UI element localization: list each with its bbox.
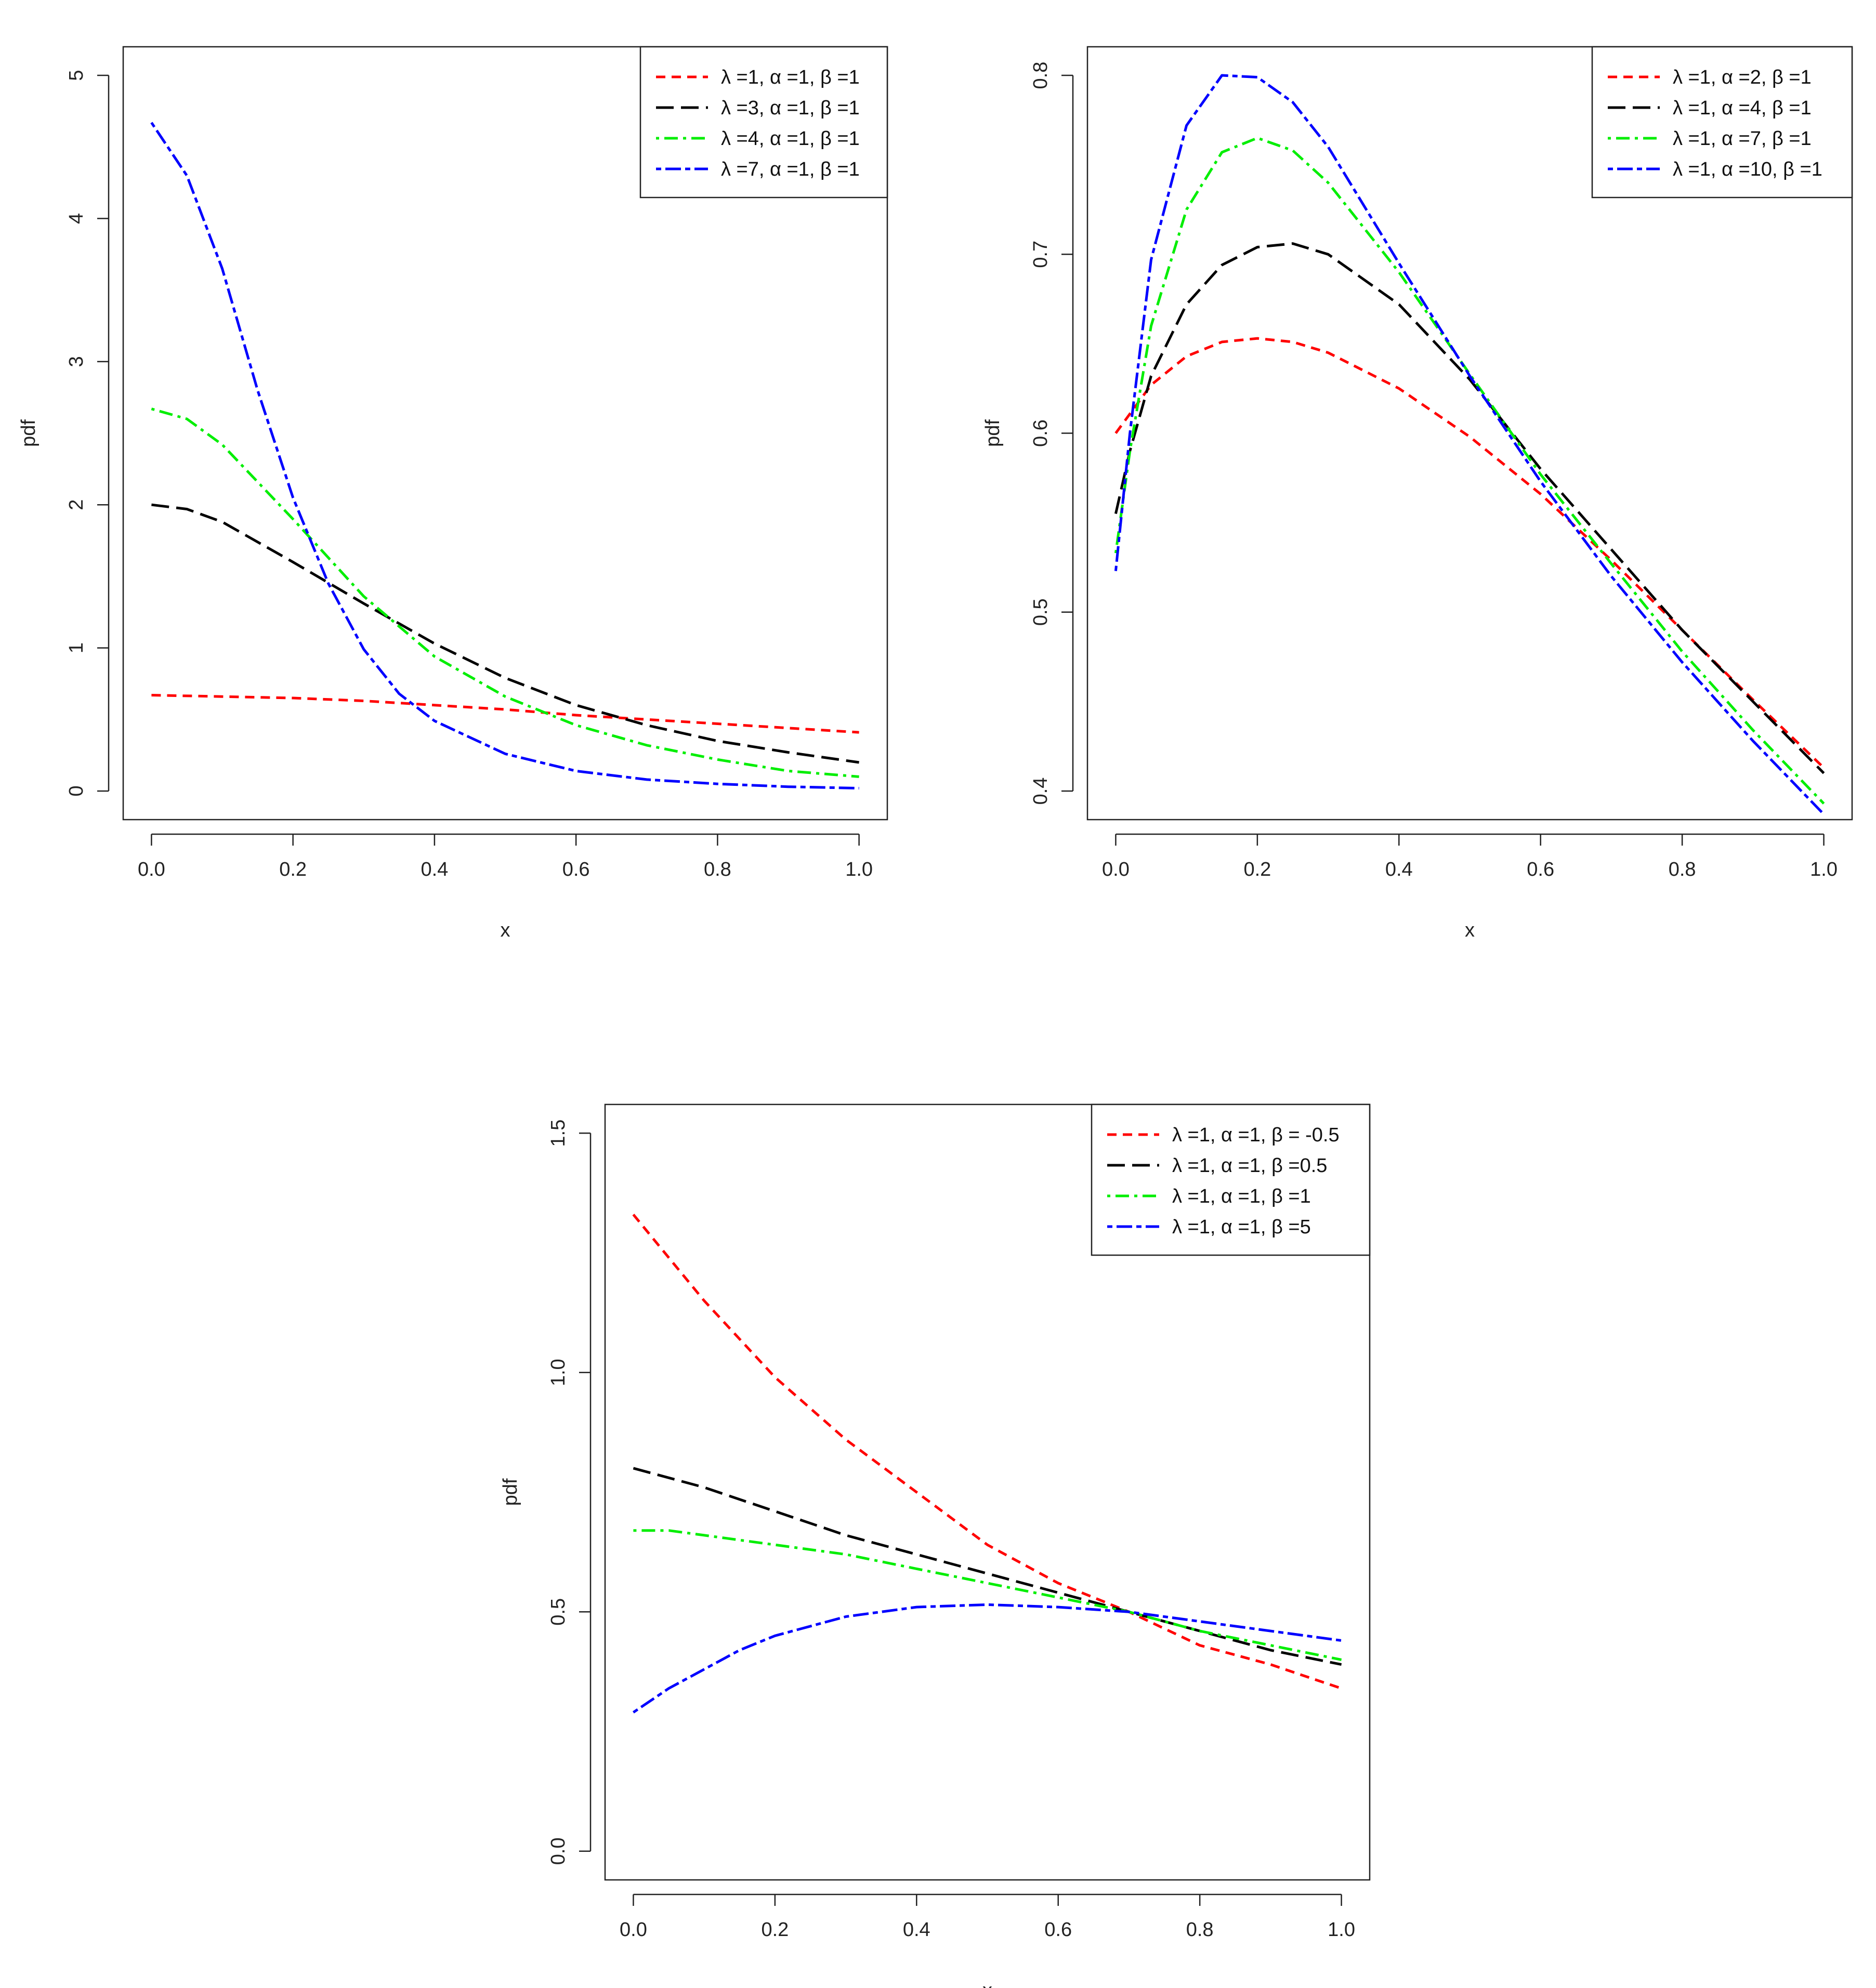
- series-line-1: [1114, 242, 1825, 774]
- x-axis-title: x: [1465, 919, 1475, 941]
- series-line-2: [1114, 137, 1825, 805]
- x-tick-label: 0.0: [620, 1919, 647, 1941]
- x-tick-label: 1.0: [1810, 859, 1838, 880]
- x-tick-label: 0.2: [1243, 859, 1271, 880]
- legend-label: λ =1, α =1, β =5: [1172, 1216, 1311, 1238]
- x-tick-label: 0.2: [761, 1919, 789, 1941]
- x-tick-label: 0.6: [562, 859, 590, 880]
- legend-label: λ =4, α =1, β =1: [721, 128, 860, 150]
- legend-label: λ =1, α =2, β =1: [1673, 67, 1812, 88]
- x-axis-title: x: [501, 919, 510, 941]
- series-line-2: [151, 407, 859, 778]
- x-tick-label: 0.6: [1527, 859, 1554, 880]
- x-tick-label: 0.8: [1669, 859, 1696, 880]
- x-tick-label: 0.4: [1385, 859, 1413, 880]
- y-tick-label: 0.7: [1030, 241, 1052, 268]
- plot-frame: [604, 1103, 1371, 1881]
- chart-panel-alpha: 0.0 0.2 0.4 0.6 0.8 1.0 0.4 0.5 0.6 0.7 0.8 x pdf λ =…: [982, 46, 1853, 941]
- y-tick-label: 2: [65, 499, 87, 510]
- x-tick-label: 1.0: [845, 859, 873, 880]
- series-line-0: [632, 1214, 1342, 1690]
- series-line-3: [632, 1603, 1342, 1714]
- series-line-3: [1114, 74, 1825, 815]
- y-tick-label: 0.8: [1030, 62, 1052, 89]
- y-tick-label: 0.5: [547, 1598, 569, 1626]
- y-axis-title: pdf: [500, 1478, 521, 1506]
- chart-panel-beta: 0.0 0.2 0.4 0.6 0.8 1.0 0.0 0.5 1.0 1.5 x pdf λ =1, …: [500, 1103, 1371, 1988]
- legend-label: λ =1, α =1, β =1: [721, 67, 860, 88]
- y-axis-title: pdf: [982, 419, 1004, 447]
- x-tick-label: 1.0: [1328, 1919, 1355, 1941]
- y-tick-label: 1.0: [547, 1359, 569, 1386]
- x-axis-title: x: [982, 1980, 992, 1988]
- y-tick-label: 0.5: [1030, 598, 1052, 626]
- y-tick-label: 0.4: [1030, 778, 1052, 805]
- x-tick-label: 0.0: [1102, 859, 1130, 880]
- x-tick-label: 0.8: [1186, 1919, 1214, 1941]
- x-tick-label: 0.8: [704, 859, 731, 880]
- legend-label: λ =7, α =1, β =1: [721, 159, 860, 180]
- x-tick-label: 0.4: [421, 859, 448, 880]
- plot-frame: [122, 46, 888, 821]
- legend-label: λ =1, α =1, β =0.5: [1172, 1155, 1327, 1177]
- y-tick-label: 3: [65, 356, 87, 367]
- legend-label: λ =1, α =4, β =1: [1673, 97, 1812, 119]
- legend-label: λ =1, α =1, β =1: [1172, 1186, 1311, 1207]
- y-tick-label: 1.5: [547, 1120, 569, 1147]
- y-tick-label: 0: [65, 785, 87, 796]
- x-tick-label: 0.4: [903, 1919, 930, 1941]
- chart-panel-lambda: 0.0 0.2 0.4 0.6 0.8 1.0 0 1 2 3 4 5 x pdf λ =1, α =1, …: [18, 46, 888, 941]
- x-tick-label: 0.6: [1044, 1919, 1072, 1941]
- legend-label: λ =1, α =10, β =1: [1673, 159, 1822, 180]
- plot-frame: [1086, 46, 1853, 821]
- x-tick-label: 0.0: [138, 859, 165, 880]
- legend-box: [1091, 1103, 1371, 1256]
- legend-box: [1591, 46, 1853, 199]
- legend-label: λ =1, α =1, β = -0.5: [1172, 1124, 1340, 1146]
- legend-label: λ =1, α =7, β =1: [1673, 128, 1812, 150]
- y-axis-title: pdf: [18, 419, 40, 447]
- series-line-2: [633, 1529, 1342, 1661]
- legend-box: [639, 46, 888, 199]
- y-tick-label: 5: [65, 70, 87, 81]
- series-line-0: [151, 694, 859, 734]
- series-line-3: [150, 122, 859, 789]
- legend-label: λ =3, α =1, β =1: [721, 97, 860, 119]
- series-line-1: [633, 1467, 1342, 1666]
- y-tick-label: 4: [65, 213, 87, 224]
- y-tick-label: 0.0: [547, 1837, 569, 1865]
- x-tick-label: 0.2: [279, 859, 307, 880]
- y-tick-label: 1: [65, 642, 87, 653]
- y-tick-label: 0.6: [1030, 419, 1052, 447]
- series-line-1: [151, 503, 859, 764]
